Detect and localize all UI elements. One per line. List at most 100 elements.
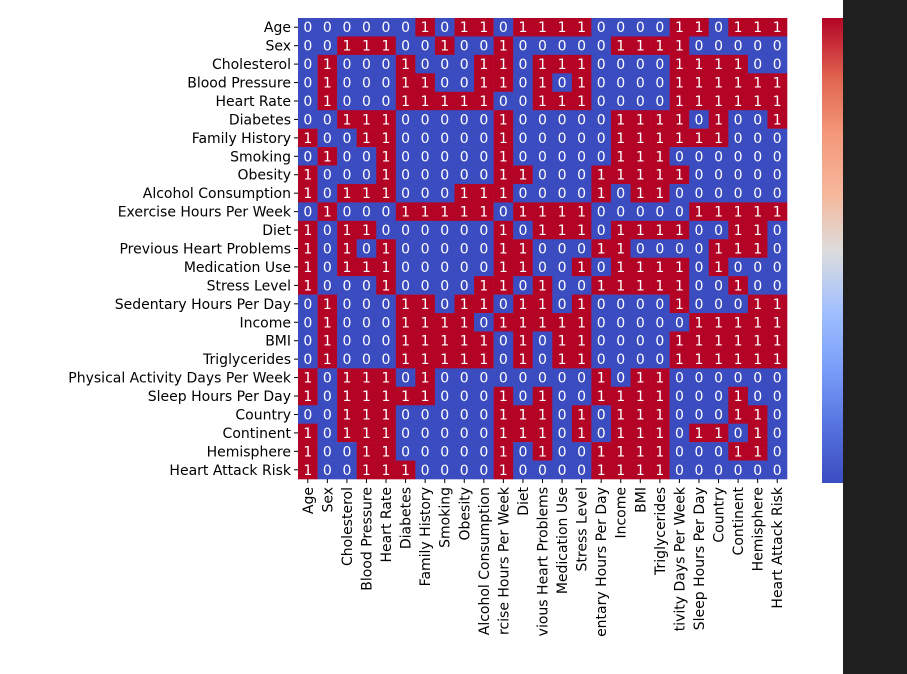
cell-annotation: 1 [597, 463, 606, 479]
cell-annotation: 1 [753, 94, 762, 110]
cell-annotation: 0 [460, 57, 469, 73]
cell-annotation: 0 [303, 76, 312, 92]
heatmap-cell [317, 36, 338, 56]
cell-annotation: 0 [636, 94, 645, 110]
cell-annotation: 1 [616, 389, 625, 405]
heatmap-cell [454, 147, 475, 166]
cell-annotation: 0 [460, 168, 469, 184]
cell-annotation: 1 [558, 57, 567, 73]
heatmap-cell [610, 460, 631, 480]
cell-annotation: 0 [714, 186, 723, 202]
heatmap-cell [337, 36, 357, 56]
cell-annotation: 0 [577, 242, 586, 258]
heatmap-cell [434, 368, 455, 388]
heatmap-cell [708, 147, 729, 166]
cell-annotation: 1 [616, 149, 625, 165]
cell-annotation: 1 [421, 94, 430, 110]
cell-annotation: 1 [479, 278, 488, 294]
heatmap-cell [708, 202, 729, 222]
heatmap-cell [708, 405, 729, 424]
cell-annotation: 0 [323, 444, 332, 460]
cell-annotation: 0 [401, 168, 410, 184]
heatmap-cell [650, 36, 670, 56]
heatmap-cell [591, 128, 612, 148]
heatmap-cell [650, 368, 670, 388]
heatmap-cell [376, 147, 397, 166]
cell-annotation: 1 [655, 39, 664, 55]
cell-annotation: 0 [773, 426, 782, 442]
cell-annotation: 1 [616, 39, 625, 55]
heatmap-cell [513, 349, 534, 369]
cell-annotation: 1 [597, 389, 606, 405]
heatmap-cell [591, 147, 612, 166]
heatmap-cell [728, 294, 749, 314]
heatmap-cell [630, 239, 651, 259]
heatmap-cell [356, 349, 377, 369]
cell-annotation: 0 [518, 186, 527, 202]
heatmap-cell [415, 405, 436, 424]
heatmap-cell [689, 91, 710, 111]
cell-annotation: 0 [558, 278, 567, 294]
heatmap-cell [591, 423, 612, 443]
heatmap-cell [650, 423, 670, 443]
heatmap-cell [415, 442, 436, 461]
x-tick-label: Smoking [438, 487, 454, 548]
heatmap-cell [532, 405, 553, 424]
heatmap-cell [610, 147, 631, 166]
cell-annotation: 1 [342, 260, 351, 276]
cell-annotation: 0 [636, 76, 645, 92]
heatmap-cell [337, 220, 357, 240]
cell-annotation: 0 [440, 149, 449, 165]
cell-annotation: 0 [655, 94, 664, 110]
cell-annotation: 0 [421, 278, 430, 294]
cell-annotation: 0 [421, 426, 430, 442]
heatmap-cell [317, 368, 338, 388]
heatmap-cell [434, 54, 455, 74]
cell-annotation: 0 [695, 223, 704, 239]
heatmap-cell [591, 386, 612, 406]
cell-annotation: 0 [616, 94, 625, 110]
heatmap-cell [747, 442, 768, 461]
cell-annotation: 1 [636, 426, 645, 442]
cell-annotation: 0 [577, 149, 586, 165]
heatmap-cell [591, 73, 612, 93]
heatmap-cell [493, 257, 514, 277]
heatmap-cell [591, 18, 612, 37]
cell-annotation: 1 [499, 242, 508, 258]
heatmap-cell [474, 331, 494, 351]
cell-annotation: 0 [597, 20, 606, 36]
heatmap-cell [669, 165, 690, 185]
cell-annotation: 0 [303, 20, 312, 36]
heatmap-cell [650, 442, 670, 461]
cell-annotation: 0 [382, 223, 391, 239]
heatmap-cell [571, 128, 592, 148]
cell-annotation: 0 [518, 76, 527, 92]
heatmap-cell [474, 91, 494, 111]
heatmap-cell [493, 202, 514, 222]
heatmap-cell [454, 386, 475, 406]
cell-annotation: 0 [675, 149, 684, 165]
heatmap-cell [767, 239, 788, 259]
heatmap-cell [434, 386, 455, 406]
heatmap-cell [298, 239, 318, 259]
heatmap-cell [356, 36, 377, 56]
heatmap-cell [474, 423, 494, 443]
heatmap-cell [571, 36, 592, 56]
heatmap-cell [552, 313, 573, 332]
heatmap-cell [552, 128, 573, 148]
heatmap-cell [708, 110, 729, 129]
cell-annotation: 1 [675, 76, 684, 92]
cell-annotation: 1 [714, 131, 723, 147]
cell-annotation: 1 [323, 315, 332, 331]
heatmap-cell [474, 386, 494, 406]
cell-annotation: 0 [342, 334, 351, 350]
heatmap-cell [669, 331, 690, 351]
heatmap-cell [610, 91, 631, 111]
cell-annotation: 0 [773, 39, 782, 55]
cell-annotation: 1 [499, 444, 508, 460]
heatmap-cell [591, 91, 612, 111]
cell-annotation: 1 [342, 389, 351, 405]
heatmap-cell [376, 202, 397, 222]
heatmap-cell [650, 165, 670, 185]
heatmap-cell [337, 442, 357, 461]
